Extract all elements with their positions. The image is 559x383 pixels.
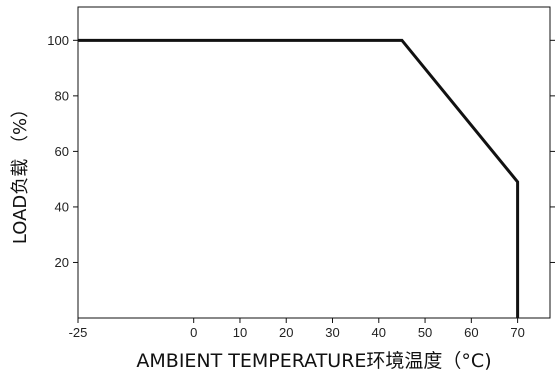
x-tick-label: 70 bbox=[510, 325, 524, 340]
y-tick-label: 40 bbox=[55, 199, 69, 214]
x-tick-label: 60 bbox=[464, 325, 478, 340]
y-tick-label: 100 bbox=[47, 33, 69, 48]
x-tick-label: 10 bbox=[233, 325, 247, 340]
y-tick-label: 60 bbox=[55, 144, 69, 159]
x-tick-label: 20 bbox=[279, 325, 293, 340]
x-tick-label: 50 bbox=[418, 325, 432, 340]
series-layer bbox=[78, 38, 520, 318]
y-axis-ticks: 20 40 60 80 100 bbox=[47, 33, 78, 270]
derating-curve-line bbox=[78, 38, 520, 318]
plot-frame bbox=[77, 6, 551, 319]
y-axis-title: LOAD负载 （%） bbox=[10, 100, 31, 244]
y-tick-label: 20 bbox=[55, 255, 69, 270]
x-tick-label: 30 bbox=[325, 325, 339, 340]
x-tick-label: -25 bbox=[69, 325, 88, 340]
x-axis-ticks: -25 0 10 20 30 40 50 60 70 bbox=[69, 318, 525, 340]
y-tick-label: 80 bbox=[55, 88, 69, 103]
x-axis-title: AMBIENT TEMPERATURE环境温度（°C) bbox=[136, 350, 491, 372]
x-tick-label: 0 bbox=[190, 325, 197, 340]
right-axis-ticks bbox=[550, 39, 555, 263]
x-tick-label: 40 bbox=[372, 325, 386, 340]
